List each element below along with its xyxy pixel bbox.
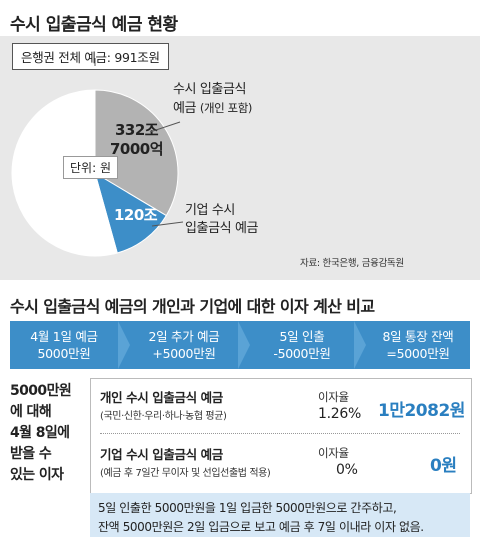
- individual-rate-label: 이자율: [318, 390, 349, 404]
- individual-name-paren: (개인 포함): [199, 101, 253, 115]
- corporate-slice-label: 기업 수시 입출금식 예금: [185, 202, 258, 238]
- timeline-step-1: 4월 1일 예금 5000만원: [16, 328, 112, 362]
- question-line-1: 5000만원: [10, 383, 72, 399]
- section2-title: 수시 입출금식 예금의 개인과 기업에 대한 이자 계산 비교: [10, 297, 375, 316]
- timeline-step-1-line2: 5000만원: [37, 346, 91, 361]
- individual-row-name: 개인 수시 입출금식 예금: [100, 390, 223, 405]
- pie-slice-individual: [94, 89, 179, 217]
- source-note: 자료: 한국은행, 금융감독원: [300, 258, 404, 269]
- individual-slice-value: 332조 7000억: [110, 121, 164, 159]
- question-line-4: 받을 수: [10, 446, 52, 462]
- corporate-row-sub: (예금 후 7일간 무이자 및 선입선출법 적용): [100, 468, 271, 479]
- total-deposits-label: 은행권 전체 예금: 991조원: [12, 43, 169, 70]
- timeline-arrow-3: [354, 321, 366, 369]
- corporate-rate-label: 이자율: [318, 446, 349, 460]
- corporate-slice-value: 120조: [114, 206, 158, 224]
- question-line-5: 있는 이자: [10, 467, 64, 483]
- timeline-step-3: 5일 인출 -5000만원: [254, 328, 350, 362]
- individual-value-line2: 7000억: [110, 140, 164, 158]
- timeline-step-4-line1: 8일 통장 잔액: [382, 329, 454, 344]
- timeline-step-2-line2: +5000만원: [152, 346, 216, 361]
- note-line-1: 5일 인출한 5000만원을 1일 입금한 5000만원으로 간주하고,: [98, 501, 397, 515]
- explanation-note: [90, 493, 470, 537]
- interest-question: 5000만원 에 대해 4월 8일에 받을 수 있는 이자: [10, 381, 72, 486]
- timeline-step-2: 2일 추가 예금 +5000만원: [134, 328, 234, 362]
- timeline-step-4: 8일 통장 잔액 =5000만원: [368, 328, 468, 362]
- individual-value-line1: 332조: [114, 121, 159, 139]
- timeline-step-3-line1: 5일 인출: [279, 329, 325, 344]
- timeline-arrow-1: [118, 321, 130, 369]
- individual-name-line2: 예금: [173, 101, 197, 116]
- individual-slice-label: 수시 입출금식 예금 (개인 포함): [173, 81, 252, 118]
- individual-interest: 1만2082원: [378, 401, 465, 421]
- comparison-panel: [90, 378, 472, 494]
- row-divider: [100, 433, 460, 434]
- note-line-2: 잔액 5000만원은 2일 입금으로 보고 예금 후 7일 이내라 이자 없음.: [98, 520, 424, 534]
- question-line-2: 에 대해: [10, 404, 52, 420]
- individual-name-line1: 수시 입출금식: [173, 82, 247, 97]
- individual-row-sub: (국민·신한·우리·하나·농협 평균): [100, 411, 227, 422]
- corporate-interest: 0원: [430, 456, 457, 476]
- corporate-name-line2: 입출금식 예금: [185, 221, 259, 236]
- timeline-step-1-line1: 4월 1일 예금: [30, 329, 98, 344]
- question-line-3: 4월 8일에: [10, 425, 70, 441]
- individual-rate-value: 1.26%: [318, 406, 361, 422]
- timeline-step-2-line1: 2일 추가 예금: [148, 329, 220, 344]
- timeline-arrow-2: [238, 321, 250, 369]
- corporate-name-line1: 기업 수시: [185, 203, 235, 218]
- corporate-leader-line: [151, 221, 184, 227]
- individual-leader-line: [149, 121, 181, 133]
- corporate-rate-value: 0%: [336, 462, 358, 478]
- unit-label: 단위: 원: [63, 156, 118, 179]
- page-title: 수시 입출금식 예금 현황: [10, 15, 178, 35]
- leader-lines: [94, 58, 184, 227]
- pie-slice-corporate: [94, 171, 167, 254]
- timeline-step-4-line2: =5000만원: [386, 346, 450, 361]
- timeline-step-3-line2: -5000만원: [273, 346, 331, 361]
- corporate-row-name: 기업 수시 입출금식 예금: [100, 447, 223, 462]
